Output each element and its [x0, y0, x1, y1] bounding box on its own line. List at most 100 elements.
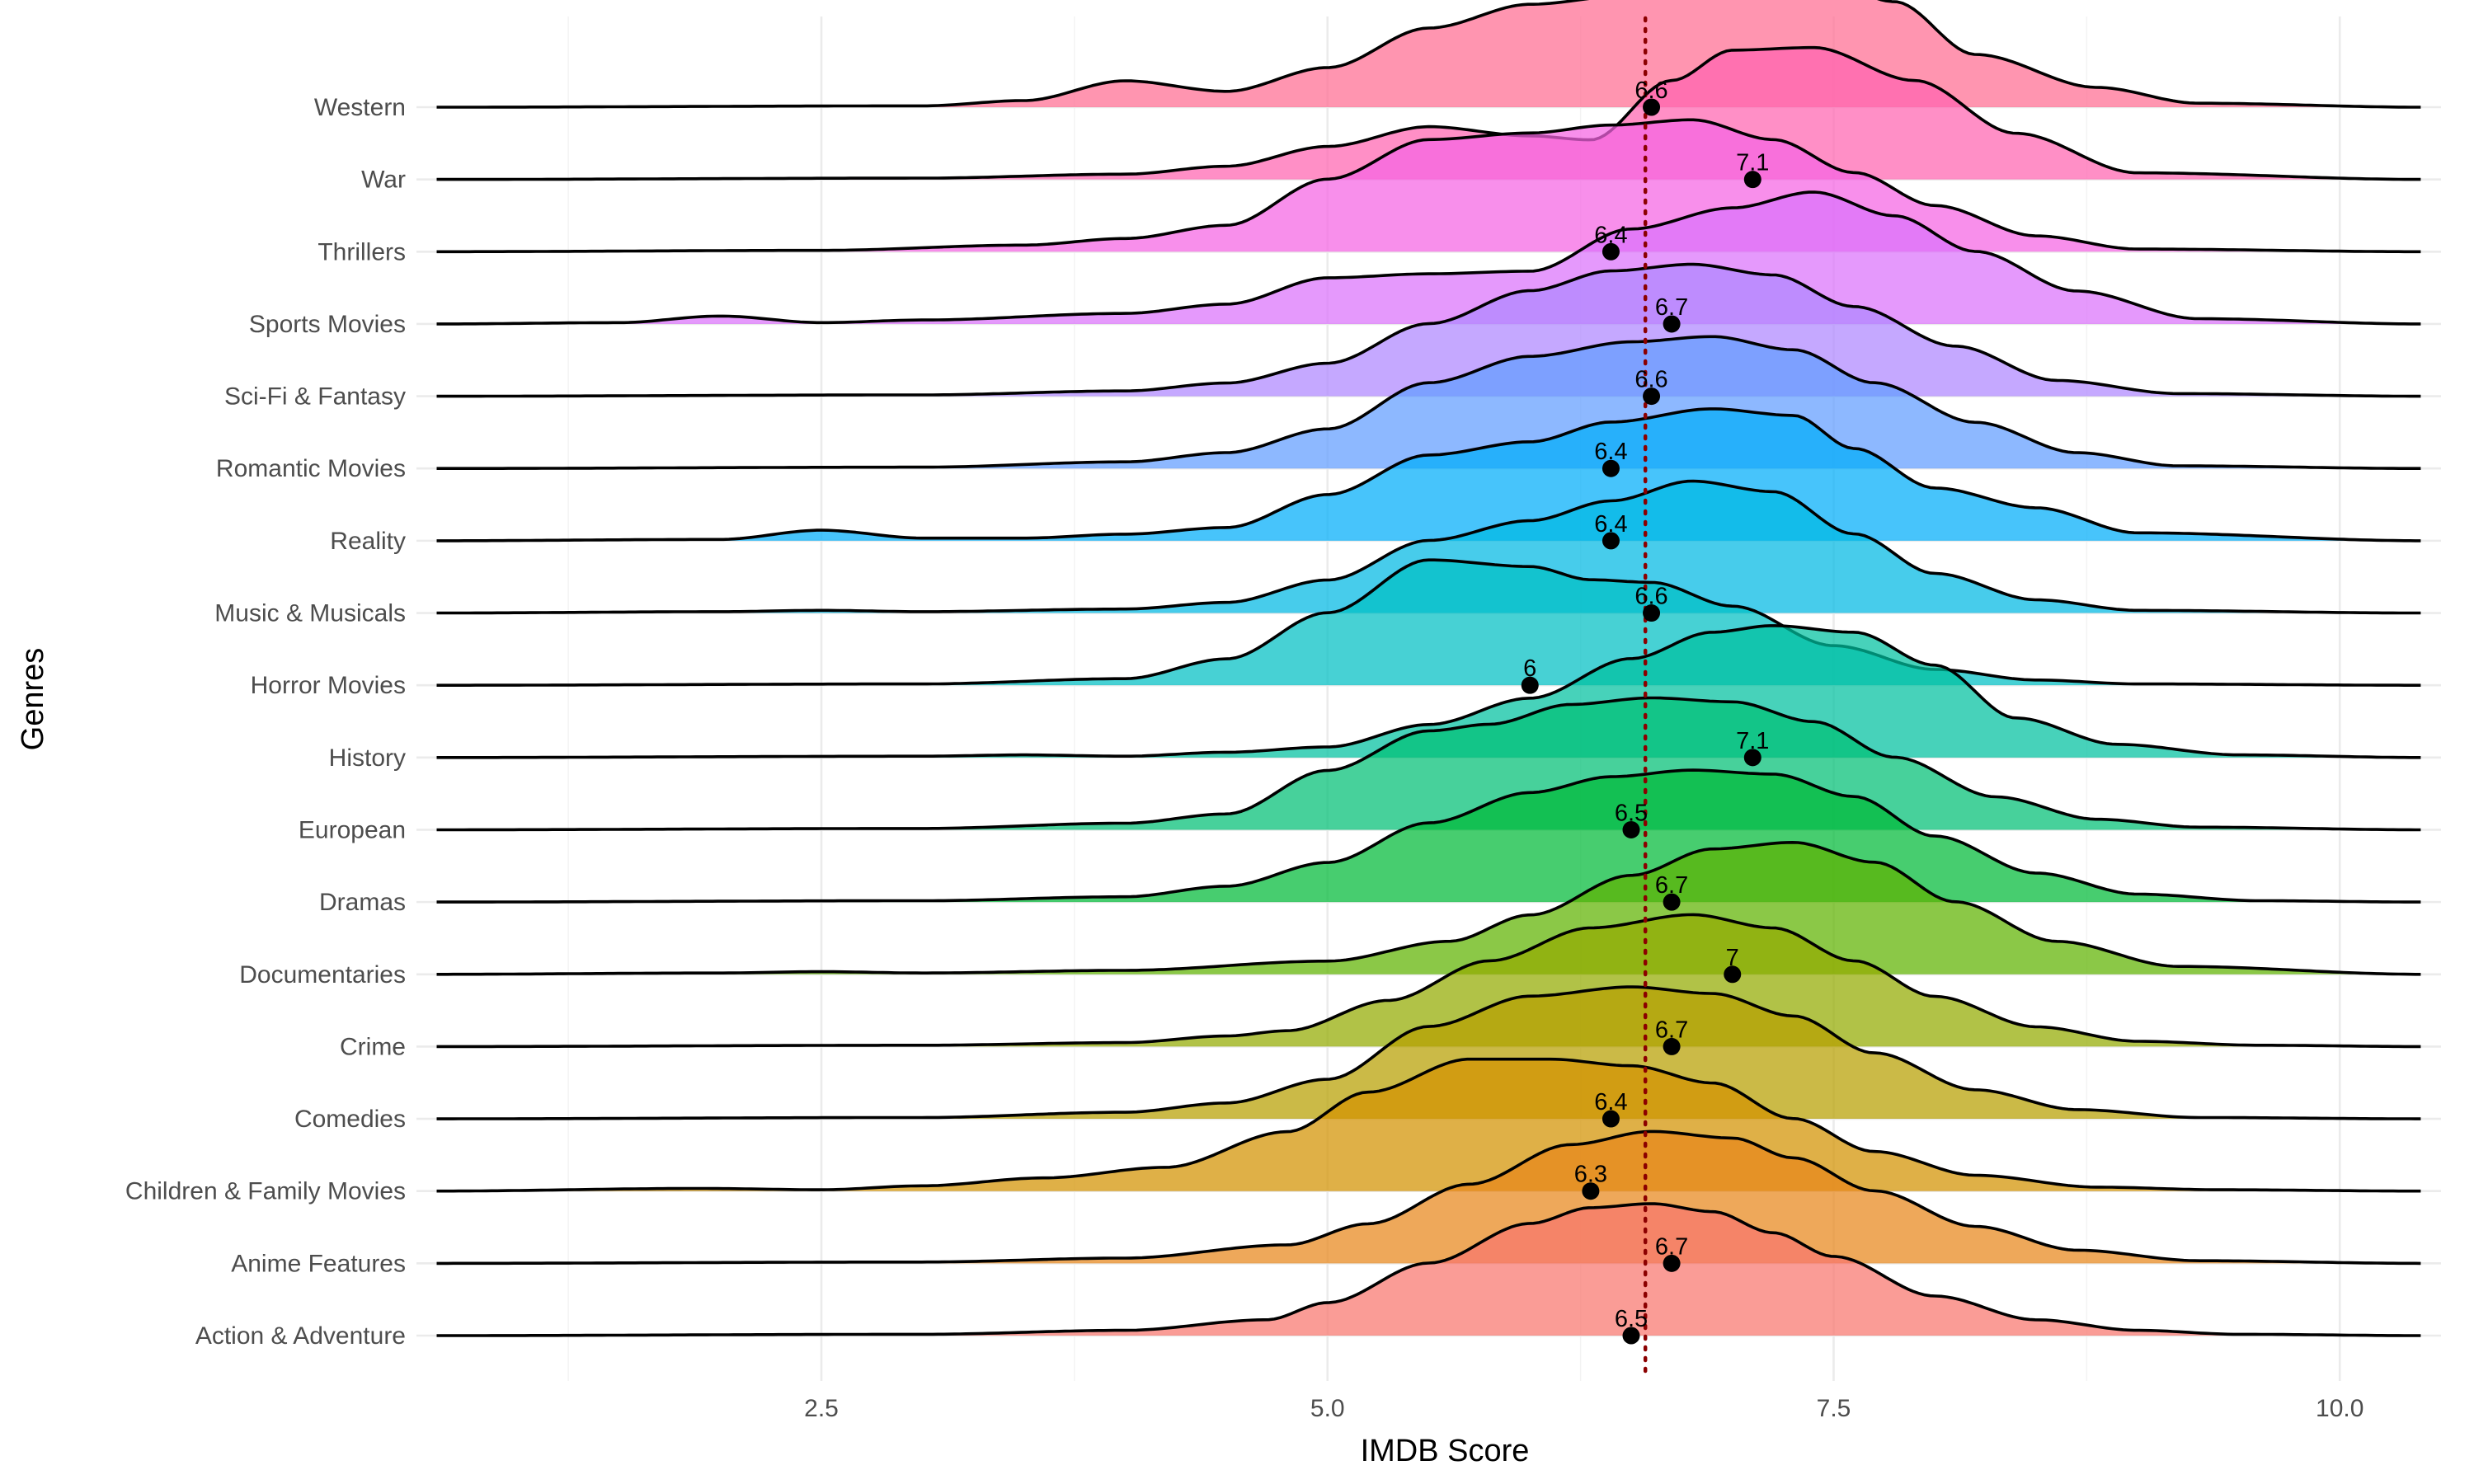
mean-label: 6.4	[1594, 511, 1627, 538]
ridge-area	[436, 1059, 2421, 1191]
ridge-outline	[436, 985, 2421, 1120]
ridge-action-adventure	[436, 1202, 2421, 1337]
x-tick-label: 5.0	[1310, 1395, 1345, 1422]
y-tick-label: Anime Features	[231, 1250, 406, 1277]
mean-label: 6	[1523, 655, 1536, 682]
ridge-western	[436, 0, 2421, 109]
mean-points: 6.5 6.7 6.3 6.4 6.7 7 6.7 6.5 7.1 6 6.6 6.4 6.4 6.6 6.…	[1521, 77, 1769, 1345]
ridge-area	[436, 0, 2421, 107]
y-tick-labels: Action & Adventure Anime Features Children…	[125, 94, 406, 1350]
mean-point	[1602, 1110, 1620, 1128]
mean-label: 6.5	[1615, 1306, 1648, 1332]
mean-label: 6.6	[1634, 584, 1667, 610]
ridge-area	[436, 264, 2421, 397]
ridge-outline	[436, 118, 2421, 254]
y-tick-label: Dramas	[319, 889, 406, 916]
mean-point	[1743, 749, 1761, 767]
ridge-romantic-movies	[436, 335, 2421, 470]
y-tick-label: War	[361, 167, 406, 194]
ridge-area	[436, 120, 2421, 252]
ridge-horror-movies	[436, 558, 2421, 687]
mean-point	[1582, 1182, 1600, 1200]
ridge-comedies	[436, 985, 2421, 1120]
y-tick-label: History	[329, 744, 406, 772]
mean-label: 6.6	[1634, 367, 1667, 393]
ridge-area	[436, 336, 2421, 469]
ridge-outline	[436, 190, 2421, 326]
ridge-anime-features	[436, 1129, 2421, 1266]
ridge-outline	[436, 624, 2421, 759]
ridge-documentaries	[436, 841, 2421, 976]
ridges	[436, 0, 2421, 1337]
mean-point	[1602, 532, 1620, 550]
ridge-european	[436, 696, 2421, 832]
ridge-reality	[436, 407, 2421, 542]
ridge-thrillers	[436, 118, 2421, 254]
mean-label: 6.3	[1574, 1162, 1607, 1188]
ridge-outline	[436, 841, 2421, 976]
ridge-music-musicals	[436, 479, 2421, 615]
y-tick-label: Action & Adventure	[195, 1322, 406, 1350]
mean-label: 6.4	[1594, 439, 1627, 465]
ridge-area	[436, 842, 2421, 974]
y-tick-label: Horror Movies	[251, 672, 406, 699]
ridge-outline	[436, 407, 2421, 542]
y-tick-label: European	[299, 816, 406, 843]
mean-point	[1643, 387, 1661, 406]
ridge-outline	[436, 1202, 2421, 1337]
ridge-area	[436, 1131, 2421, 1264]
y-tick-label: Western	[314, 94, 406, 121]
ridge-war	[436, 45, 2421, 181]
ridge-area	[436, 914, 2421, 1047]
y-tick-label: Comedies	[294, 1106, 406, 1133]
ridge-outline	[436, 335, 2421, 470]
x-tick-label: 2.5	[804, 1395, 839, 1422]
mean-point	[1663, 1037, 1681, 1055]
ridge-area	[436, 408, 2421, 541]
mean-point	[1724, 965, 1742, 984]
y-tick-label: Crime	[340, 1033, 406, 1060]
mean-label: 7.1	[1736, 728, 1769, 754]
x-tick-labels: 2.5 5.0 7.5 10.0	[804, 1395, 2363, 1422]
x-tick-label: 7.5	[1817, 1395, 1851, 1422]
mean-point	[1663, 893, 1681, 911]
y-tick-label: Thrillers	[317, 238, 406, 265]
mean-label: 6.7	[1655, 294, 1688, 321]
mean-label: 7	[1726, 945, 1739, 971]
mean-label: 6.7	[1655, 1017, 1688, 1043]
ridge-outline	[436, 913, 2421, 1049]
mean-label: 6.4	[1594, 1089, 1627, 1115]
ridge-outline	[436, 0, 2421, 109]
mean-point	[1622, 820, 1640, 838]
y-tick-label: Children & Family Movies	[125, 1178, 406, 1205]
ridge-area	[436, 560, 2421, 686]
y-tick-label: Sci-Fi & Fantasy	[224, 383, 406, 411]
ridge-area	[436, 770, 2421, 903]
y-tick-label: Reality	[330, 528, 406, 555]
ridge-dramas	[436, 768, 2421, 904]
ridge-sci-fi-fantasy	[436, 262, 2421, 398]
ridge-area	[436, 987, 2421, 1120]
ridge-history	[436, 624, 2421, 759]
mean-point	[1602, 242, 1620, 261]
mean-label: 6.7	[1655, 1233, 1688, 1260]
y-tick-label: Romantic Movies	[216, 455, 406, 482]
mean-label: 6.4	[1594, 222, 1627, 248]
mean-label: 6.5	[1615, 800, 1648, 826]
y-axis-title: Genres	[16, 648, 50, 751]
ridge-outline	[436, 45, 2421, 181]
mean-point	[1521, 676, 1539, 694]
ridge-area	[436, 47, 2421, 180]
x-axis-title: IMDB Score	[1361, 1434, 1530, 1468]
mean-label: 6.6	[1634, 77, 1667, 104]
ridge-outline	[436, 768, 2421, 904]
ridge-area	[436, 697, 2421, 830]
mean-label: 7.1	[1736, 150, 1769, 176]
y-tick-label: Sports Movies	[249, 311, 406, 338]
ridge-outline	[436, 1129, 2421, 1266]
mean-point	[1622, 1327, 1640, 1345]
ridge-crime	[436, 913, 2421, 1049]
mean-point	[1643, 604, 1661, 622]
y-tick-label: Music & Musicals	[214, 600, 406, 627]
mean-point	[1663, 315, 1681, 333]
